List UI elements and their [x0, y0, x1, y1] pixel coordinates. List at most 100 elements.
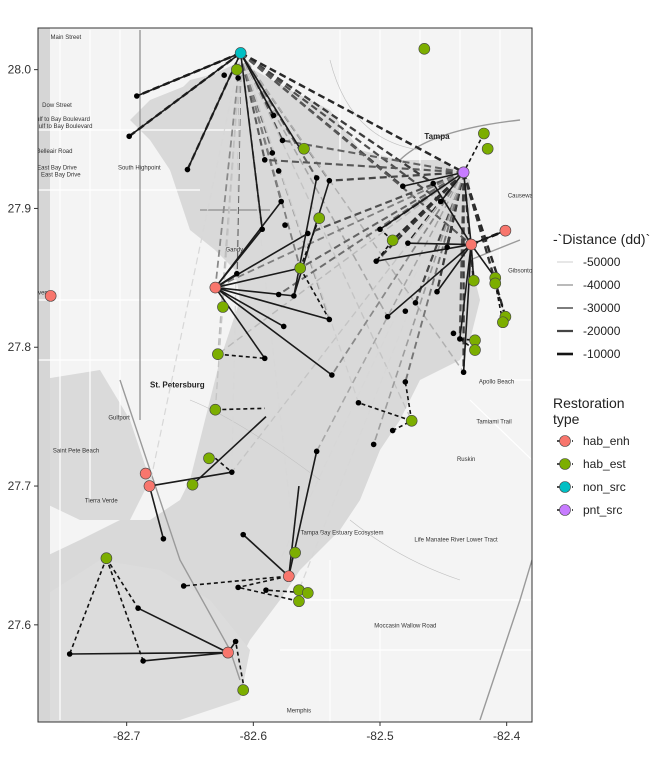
y-tick-label: 28.0: [8, 63, 32, 77]
network-node: [282, 222, 288, 228]
site-non-src: [234, 47, 247, 59]
network-node: [261, 355, 268, 362]
network-node: [402, 308, 409, 314]
type-legend-label: hab_enh: [583, 434, 630, 448]
legend: -`Distance (dd)` -50000 -40000 -30000 -20000…: [553, 231, 650, 517]
distance-edge: [298, 172, 465, 591]
dashed-edge: [68, 557, 108, 655]
dashed-edge: [215, 407, 265, 411]
solid-edge: [462, 244, 472, 373]
site-hab-est: [418, 43, 431, 55]
network-node: [240, 531, 246, 538]
solid-edge: [402, 171, 464, 188]
solid-edge: [239, 52, 263, 230]
dashed-edge: [494, 283, 507, 317]
type-legend-key: [559, 504, 571, 516]
network-node: [460, 369, 467, 376]
dashed-edge: [217, 353, 265, 360]
dashed-edge: [183, 575, 288, 587]
site-hab-est: [469, 344, 481, 356]
type-legend-label: hab_est: [583, 457, 626, 471]
site-hab-enh: [222, 646, 234, 659]
site-hab-est: [203, 452, 215, 465]
network-node: [275, 291, 282, 298]
site-hab-est: [481, 142, 494, 155]
solid-edge: [143, 651, 229, 662]
solid-edge: [462, 172, 472, 245]
type-legend-label: non_src: [583, 480, 626, 494]
site-hab-est: [100, 552, 113, 565]
network-node: [184, 166, 191, 173]
solid-edge: [191, 416, 267, 486]
distance-edge: [239, 52, 266, 161]
dashed-edge: [375, 239, 394, 262]
distance-edge: [239, 52, 389, 318]
site-hab-enh: [44, 290, 57, 302]
solid-edge: [379, 171, 465, 230]
dashed-edges: [68, 133, 507, 691]
basemap-label: Tampa: [424, 132, 450, 141]
dashed-edge: [358, 402, 412, 422]
solid-edge: [214, 287, 266, 359]
site-hab-enh: [499, 224, 512, 237]
dashed-edge: [234, 641, 246, 691]
solid-edge: [128, 52, 242, 137]
network-node: [412, 300, 419, 306]
distance-legend-label: -50000: [583, 255, 621, 269]
distance-edge: [214, 171, 464, 289]
basemap-label: Gulf to Bay Boulevard: [34, 124, 92, 130]
basemap-label: Moccasin Wallow Road: [374, 624, 436, 630]
network-node: [160, 535, 167, 542]
x-tick-label: -82.4: [493, 729, 521, 743]
network-node: [275, 168, 282, 174]
solid-edge: [148, 485, 165, 539]
distance-edge: [240, 51, 465, 174]
solid-edge: [215, 286, 330, 321]
distance-edge: [231, 171, 465, 473]
solid-edge: [69, 651, 229, 655]
basemap-label: Saint Pete Beach: [53, 449, 99, 455]
basemap-label: Causeway: [508, 193, 536, 199]
distance-legend-title: -`Distance (dd)`: [553, 231, 650, 247]
dashed-edge: [237, 586, 300, 603]
distance-legend-label: -40000: [583, 278, 621, 292]
site-hab-est: [298, 142, 310, 155]
distance-edge: [240, 52, 442, 203]
site-hab-enh: [139, 467, 152, 480]
site-hab-est: [405, 415, 418, 427]
network-node: [279, 137, 286, 144]
dashed-edge: [237, 575, 288, 589]
solid-edge: [214, 286, 285, 328]
basemap-label: Tierra Verde: [85, 499, 118, 505]
site-hab-est: [478, 127, 490, 140]
site-hab-est: [386, 234, 399, 247]
x-tick-label: -82.5: [366, 729, 394, 743]
basemap-label: East Bay Drive: [37, 166, 77, 172]
axes: -82.7 -82.6 -82.5 -82.4 27.6 27.7 27.8 27.9 28.0: [8, 63, 521, 743]
site-hab-enh: [465, 238, 478, 251]
basemap-label: Apollo Beach: [479, 379, 514, 385]
distance-edge: [240, 52, 434, 185]
network-node: [278, 198, 285, 205]
y-tick-label: 27.7: [8, 479, 32, 493]
basemap-label: Gulf to Bay Boulevard: [32, 117, 90, 123]
network-node: [261, 157, 268, 163]
site-hab-est: [313, 212, 326, 224]
network-node: [263, 587, 269, 593]
distance-edge: [315, 171, 465, 452]
solid-edge: [239, 52, 301, 150]
distance-edge: [240, 52, 465, 373]
type-legend-key: [559, 458, 571, 470]
network-node: [438, 198, 444, 205]
distance-edge: [240, 52, 413, 422]
solid-edge: [470, 244, 496, 279]
site-pnt-src: [457, 166, 470, 179]
network-node: [355, 399, 362, 406]
site-hab-est: [209, 403, 222, 416]
restoration-sites: [44, 43, 512, 696]
dashed-edge: [299, 267, 331, 320]
site-hab-est: [217, 301, 229, 313]
y-tick-label: 27.6: [8, 618, 32, 632]
distance-edge: [264, 158, 464, 174]
network-node: [235, 75, 241, 81]
